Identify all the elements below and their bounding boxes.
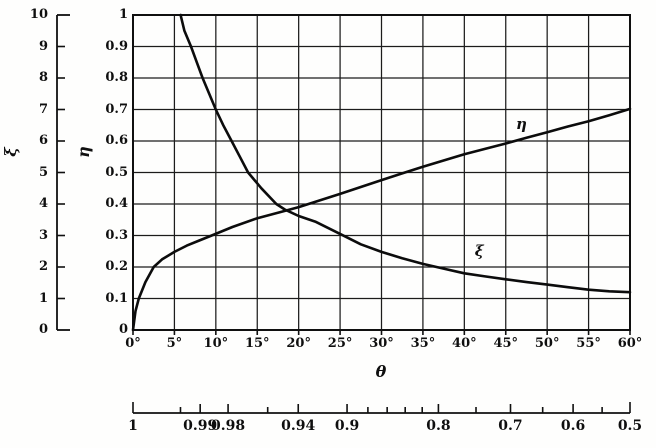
xi-tick-label: 1 (38, 290, 48, 306)
xi-tick-label: 9 (38, 38, 48, 54)
x-tick-label: 55° (576, 336, 601, 351)
x-tick-label: 10° (203, 336, 229, 351)
xi-tick-label: 0 (38, 322, 48, 337)
x-tick-label: 20° (286, 336, 311, 351)
xi-tick-label: 10 (29, 7, 48, 22)
x-tick-label: 35° (410, 336, 436, 351)
eta-tick-label: 0.9 (105, 38, 128, 54)
x-tick-label: 50° (534, 336, 560, 351)
plot-border (132, 14, 631, 331)
cos-tick-label: 0.94 (281, 418, 316, 434)
x-tick-label: 5° (166, 336, 183, 351)
eta-tick-label: 0.4 (105, 196, 128, 211)
eta-tick-label: 1 (118, 7, 128, 22)
curve-label-xi: ξ (474, 241, 484, 260)
xi-tick-label: 3 (38, 227, 48, 243)
theta-axis-title: θ (375, 362, 387, 381)
eta-tick-label: 0 (118, 322, 128, 337)
xi-tick-label: 7 (38, 101, 48, 117)
x-tick-label: 45° (493, 336, 519, 351)
eta-tick-label: 0.5 (105, 164, 128, 180)
x-tick-label: 25° (327, 336, 353, 351)
cos-tick-label: 0.98 (211, 418, 246, 434)
cos-tick-label: 0.7 (498, 418, 523, 434)
eta-tick-label: 0.8 (105, 70, 128, 85)
curve-label-eta: η (516, 114, 527, 133)
eta-curve (131, 107, 632, 332)
x-tick-label: 60° (617, 336, 643, 351)
cos-tick-label: 1 (128, 418, 138, 434)
xi-tick-label: 5 (38, 164, 48, 180)
eta-tick-label: 0.6 (105, 133, 128, 148)
cos-tick-label: 0.5 (617, 418, 643, 434)
cos-tick-label: 0.6 (560, 418, 586, 434)
eta-tick-label: 0.2 (105, 259, 128, 274)
eta-tick-label: 0.3 (105, 227, 128, 243)
cos-tick-label: 0.9 (334, 418, 360, 434)
x-tick-label: 40° (452, 336, 477, 351)
xi-tick-label: 2 (38, 259, 48, 274)
xi-curve (179, 13, 632, 294)
x-tick-label: 15° (244, 336, 270, 351)
xi-tick-label: 6 (38, 133, 48, 148)
eta-tick-label: 0.7 (105, 101, 128, 117)
cos-tick-label: 0.8 (426, 418, 451, 434)
xi-tick-label: 4 (38, 196, 48, 211)
eta-tick-label: 0.1 (105, 290, 128, 306)
x-tick-label: 30° (369, 336, 394, 351)
cos-tick-label: 0.99 (183, 418, 218, 434)
xi-tick-label: 8 (38, 70, 48, 85)
x-tick-label: 0° (125, 336, 141, 351)
